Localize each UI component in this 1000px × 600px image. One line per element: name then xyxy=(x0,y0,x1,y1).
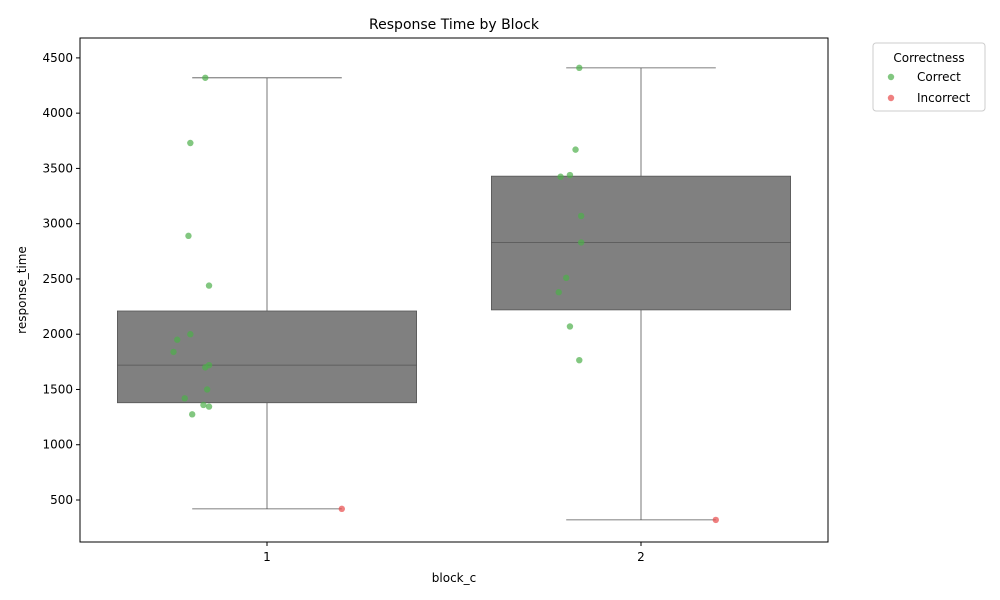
data-point xyxy=(563,274,570,282)
legend-title: Correctness xyxy=(893,51,964,65)
x-tick-label: 1 xyxy=(263,550,271,564)
y-tick-label: 2000 xyxy=(42,327,73,341)
data-point xyxy=(577,212,585,220)
data-point xyxy=(181,395,188,402)
plot-area xyxy=(117,64,792,524)
data-point xyxy=(187,139,194,147)
x-tick-label: 2 xyxy=(637,550,645,564)
legend-label-correct: Correct xyxy=(917,70,961,84)
data-point xyxy=(572,146,579,153)
legend: Correctness Correct Incorrect xyxy=(872,42,986,112)
data-point xyxy=(576,64,583,72)
data-point xyxy=(200,401,207,409)
y-tick-label: 4000 xyxy=(42,106,73,120)
y-axis: 500 1000 1500 2000 2500 3000 3500 4000 4500 xyxy=(42,51,80,507)
y-tick-label: 1500 xyxy=(42,382,73,396)
data-point xyxy=(185,232,192,240)
x-axis-label: block_c xyxy=(432,571,476,585)
data-point xyxy=(187,331,194,338)
y-tick-label: 3500 xyxy=(42,161,73,175)
data-point xyxy=(712,516,719,524)
y-axis-label: response_time xyxy=(15,246,29,334)
data-point xyxy=(566,171,574,179)
box-iqr xyxy=(117,310,418,404)
legend-label-incorrect: Incorrect xyxy=(917,91,970,105)
legend-frame xyxy=(872,42,986,112)
plot-frame xyxy=(79,37,829,543)
box-2 xyxy=(490,67,792,521)
box-1 xyxy=(117,77,418,510)
data-point xyxy=(170,348,177,356)
data-point xyxy=(338,505,345,513)
legend-entries: Correct Incorrect xyxy=(887,70,970,105)
data-point xyxy=(203,386,211,393)
series-incorrect xyxy=(338,505,719,524)
series-correct xyxy=(170,64,585,418)
data-point xyxy=(557,173,564,180)
legend-marker-correct xyxy=(887,73,895,81)
y-tick-label: 3000 xyxy=(42,217,73,231)
data-point xyxy=(202,364,209,371)
y-tick-label: 4500 xyxy=(42,51,73,65)
data-point xyxy=(202,74,209,81)
data-point xyxy=(205,403,213,410)
data-point xyxy=(555,289,562,296)
legend-marker-incorrect xyxy=(887,94,895,102)
data-point xyxy=(566,323,574,330)
box-iqr xyxy=(490,175,792,311)
data-point xyxy=(577,239,585,246)
chart-title: Response Time by Block xyxy=(369,17,540,33)
y-tick-label: 500 xyxy=(50,493,73,507)
data-point xyxy=(205,282,213,289)
y-tick-label: 1000 xyxy=(42,438,73,452)
data-point xyxy=(189,411,196,418)
y-tick-label: 2500 xyxy=(42,272,73,286)
data-point xyxy=(174,336,181,343)
data-point xyxy=(576,356,583,364)
